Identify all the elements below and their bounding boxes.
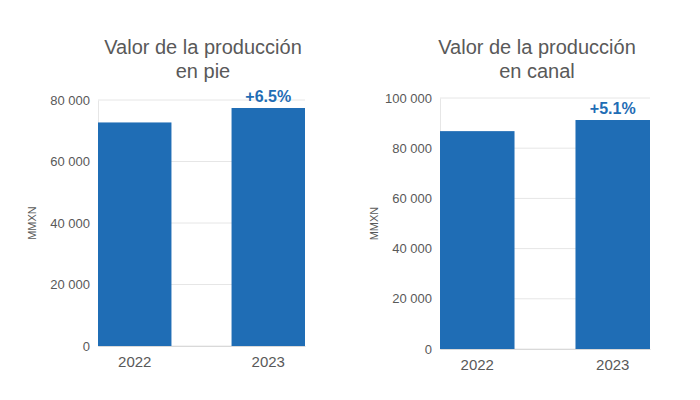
bar bbox=[440, 131, 515, 349]
axis-line bbox=[99, 346, 306, 347]
tick: 20 000 bbox=[50, 277, 98, 292]
tick-label: 100 000 bbox=[385, 91, 432, 106]
chart: 0 20 000 40 000 60 000 80 000 100 000 2022 2023… bbox=[368, 36, 651, 373]
tick-label: 80 000 bbox=[392, 141, 432, 156]
axis-line bbox=[441, 349, 651, 350]
tick-label: 40 000 bbox=[392, 241, 432, 256]
tick: 2022 bbox=[461, 349, 494, 373]
annotation: +6.5% bbox=[245, 88, 291, 105]
tick-label: 60 000 bbox=[50, 154, 90, 169]
tick: 0 bbox=[425, 342, 440, 357]
tick-label: 40 000 bbox=[50, 216, 90, 231]
tick: 2022 bbox=[118, 346, 151, 370]
tick: 60 000 bbox=[392, 191, 440, 206]
tick: 80 000 bbox=[50, 93, 98, 108]
tick: 60 000 bbox=[50, 154, 98, 169]
tick: 80 000 bbox=[392, 141, 440, 156]
tick-label: 0 bbox=[83, 339, 90, 354]
grid bbox=[98, 100, 305, 346]
title: Valor de la producciónen pie bbox=[104, 36, 302, 82]
tick-label: 80 000 bbox=[50, 93, 90, 108]
tick-label: 0 bbox=[425, 342, 432, 357]
y-axis: 0 20 000 40 000 60 000 80 000 bbox=[50, 93, 98, 354]
grid-line bbox=[440, 98, 650, 99]
x-axis: 2022 2023 bbox=[99, 346, 306, 370]
tick: 20 000 bbox=[392, 291, 440, 306]
bar bbox=[232, 108, 305, 346]
bar bbox=[98, 122, 171, 346]
tick: 100 000 bbox=[385, 91, 440, 106]
tick: 2023 bbox=[596, 349, 629, 373]
y-axis-title: MMXN bbox=[26, 206, 38, 240]
tick: 40 000 bbox=[392, 241, 440, 256]
category-label: 2022 bbox=[461, 356, 494, 373]
chart: 0 20 000 40 000 60 000 80 000 2022 2023 Valor d… bbox=[26, 36, 306, 370]
annotation: +5.1% bbox=[590, 100, 636, 117]
x-axis: 2022 2023 bbox=[441, 349, 651, 373]
bars bbox=[98, 108, 305, 346]
tick-label: 20 000 bbox=[392, 291, 432, 306]
tick: 0 bbox=[83, 339, 98, 354]
category-label: 2023 bbox=[252, 353, 285, 370]
bar bbox=[575, 120, 650, 349]
figure: 0 20 000 40 000 60 000 80 000 2022 2023 Valor d… bbox=[0, 0, 700, 400]
grid bbox=[440, 98, 650, 349]
tick-label: 60 000 bbox=[392, 191, 432, 206]
y-axis-title: MMXN bbox=[368, 207, 380, 241]
category-label: 2022 bbox=[118, 353, 151, 370]
bars bbox=[440, 120, 650, 349]
tick-label: 20 000 bbox=[50, 277, 90, 292]
y-axis: 0 20 000 40 000 60 000 80 000 100 000 bbox=[385, 91, 441, 357]
category-label: 2023 bbox=[596, 356, 629, 373]
tick: 40 000 bbox=[50, 216, 98, 231]
title: Valor de la producciónen canal bbox=[438, 36, 636, 82]
tick: 2023 bbox=[252, 346, 285, 370]
